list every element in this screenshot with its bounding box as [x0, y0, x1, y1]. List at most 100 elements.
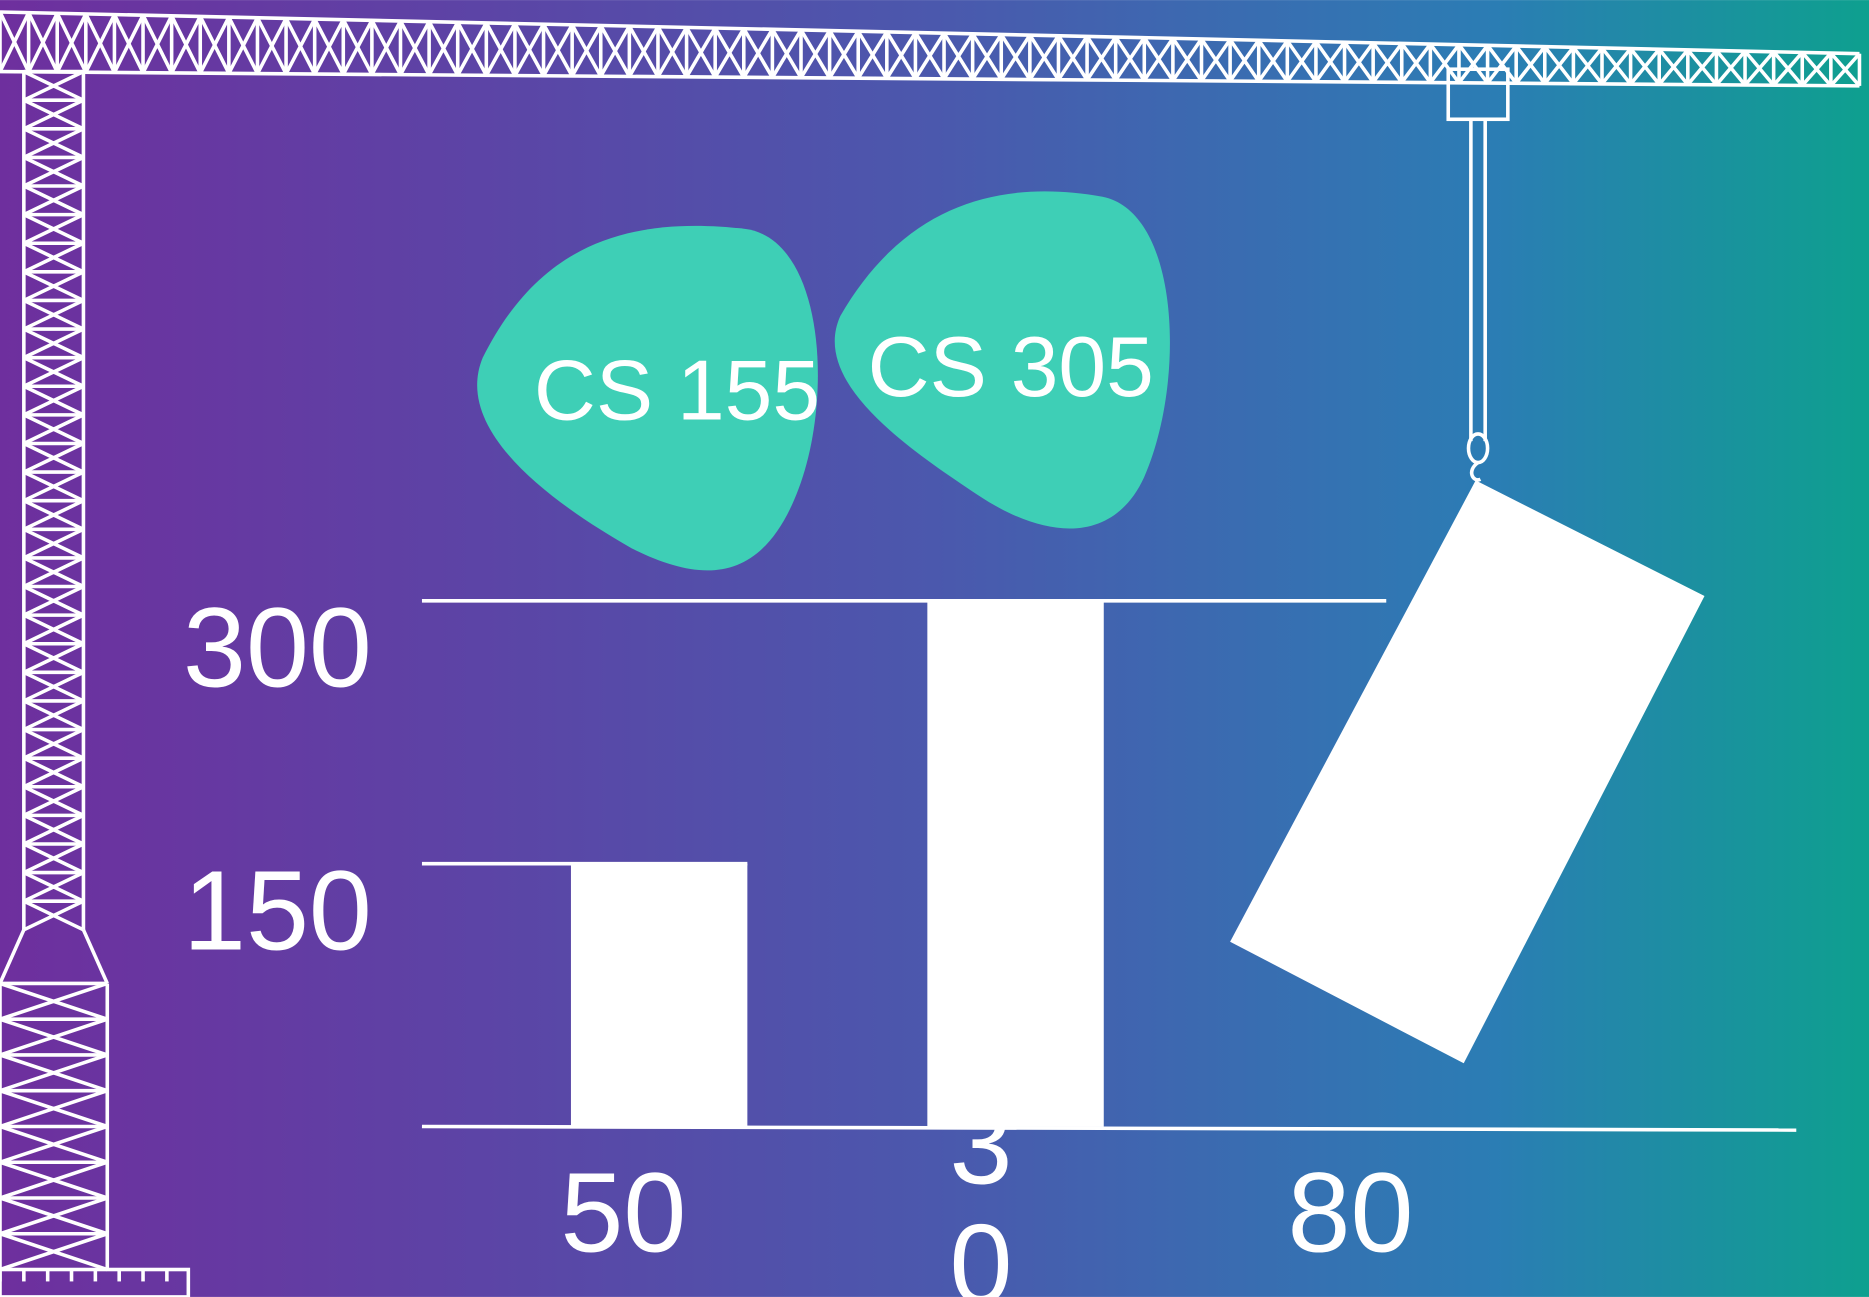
crane-strut — [1228, 39, 1261, 83]
crane-strut — [0, 1124, 108, 1164]
crane-strut — [23, 785, 85, 817]
crane-strut — [0, 1017, 108, 1057]
crane-strut — [1171, 37, 1203, 82]
crane-strut — [1085, 36, 1118, 81]
crane-strut — [23, 298, 85, 331]
crane-strut — [141, 15, 174, 74]
x-tick-label: 50 — [560, 1149, 686, 1276]
crane — [0, 10, 1862, 1297]
crane-strut — [23, 899, 85, 932]
crane-strut — [1114, 36, 1146, 82]
crane-strut — [713, 27, 746, 79]
crane-strut — [1715, 49, 1747, 86]
crane-strut — [23, 556, 85, 589]
crane-strut — [0, 69, 1860, 88]
crane-strut — [627, 25, 660, 78]
crane-strut — [27, 12, 59, 73]
crane-strut — [427, 21, 460, 76]
crane-strut — [1371, 42, 1404, 84]
crane-strut — [1457, 44, 1489, 84]
crane-strut — [1514, 45, 1547, 85]
crane-strut — [828, 30, 860, 79]
y-tick-label: 300 — [183, 584, 372, 711]
crane-strut — [1600, 47, 1632, 86]
crane-strut — [313, 18, 345, 75]
crane-strut — [23, 98, 85, 131]
trolley — [1446, 67, 1510, 122]
crane-strut — [971, 33, 1003, 81]
crane-strut — [1629, 48, 1661, 86]
crane-strut — [23, 270, 85, 303]
baseline — [421, 1124, 1797, 1132]
crane-strut — [23, 527, 85, 560]
crane-strut — [198, 16, 231, 74]
crane-strut — [23, 441, 85, 474]
crane-strut — [398, 20, 431, 76]
crane-strut — [23, 184, 85, 217]
crane-strut — [23, 241, 85, 274]
crane-strut — [1257, 39, 1289, 83]
crane-strut — [913, 32, 946, 80]
crane-strut — [23, 384, 85, 417]
crane-strut — [456, 22, 488, 76]
bubble-label: CS 305 — [868, 319, 1154, 415]
crane-strut — [0, 1089, 108, 1129]
crane-strut — [23, 327, 85, 360]
crane-strut — [1200, 38, 1232, 82]
crane-strut — [23, 670, 85, 703]
crane-strut — [23, 127, 85, 160]
crane-strut — [656, 26, 689, 78]
crane-strut — [770, 29, 803, 79]
bar — [927, 600, 1104, 1127]
crane-strut — [942, 32, 975, 80]
crane-strut — [23, 69, 85, 102]
crane-strut — [1543, 46, 1575, 85]
crane-strut — [23, 470, 85, 503]
crane-strut — [999, 34, 1032, 81]
falling-block — [1230, 480, 1705, 1064]
crane-strut — [284, 18, 317, 75]
crane-strut — [1571, 46, 1604, 85]
crane-strut — [0, 1196, 108, 1236]
crane-strut — [685, 27, 717, 78]
crane-strut — [23, 584, 85, 617]
y-tick-label: 150 — [183, 846, 372, 973]
crane-strut — [1056, 35, 1089, 81]
crane-strut — [341, 19, 374, 76]
crane-strut — [1343, 41, 1375, 83]
crane-strut — [570, 24, 603, 77]
crane-strut — [885, 31, 917, 80]
crane-strut — [856, 30, 889, 80]
crane-strut — [370, 20, 403, 76]
crane-strut — [1028, 34, 1060, 81]
crane-strut — [1428, 43, 1461, 84]
crane-strut — [255, 17, 288, 75]
crane-strut — [484, 22, 517, 77]
crane-strut — [23, 842, 85, 875]
crane-strut — [1829, 52, 1861, 87]
crane-strut — [0, 1053, 108, 1093]
crane-strut — [55, 13, 88, 73]
crane-strut — [0, 11, 31, 73]
crane-strut — [0, 1160, 108, 1200]
crane-strut — [742, 28, 774, 79]
crane-strut — [1314, 41, 1346, 83]
crane-strut — [84, 13, 117, 74]
crane-strut — [0, 929, 26, 985]
crane-strut — [1142, 37, 1175, 82]
crane-strut — [23, 356, 85, 388]
crane-strut — [81, 929, 109, 985]
crane-strut — [1285, 40, 1318, 83]
crane-strut — [1800, 51, 1833, 87]
crane-strut — [1486, 44, 1518, 85]
crane-strut — [1400, 43, 1432, 84]
crane-strut — [1772, 51, 1804, 87]
crane-strut — [513, 23, 546, 77]
crane-strut — [1743, 50, 1775, 87]
crane-strut — [23, 642, 85, 674]
crane-strut — [23, 155, 85, 188]
crane-strut — [23, 213, 85, 245]
